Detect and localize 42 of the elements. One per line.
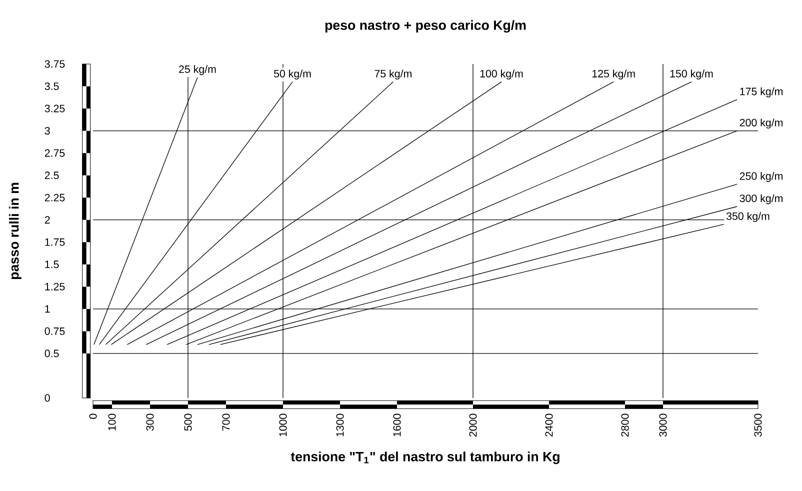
series-label: 50 kg/m bbox=[274, 70, 311, 80]
y-tick-label: 3 bbox=[44, 127, 50, 135]
y-tick-label: 2.25 bbox=[44, 194, 65, 202]
x-tick-label: 2000 bbox=[469, 414, 477, 437]
y-tick-label: 1.5 bbox=[45, 260, 59, 268]
x-tick-label: 1600 bbox=[393, 414, 401, 436]
y-tick-label: 1.25 bbox=[45, 282, 65, 290]
y-tick-label: 0.75 bbox=[44, 327, 65, 335]
y-tick-label: 0.5 bbox=[44, 350, 59, 358]
x-tick-label: 700 bbox=[222, 414, 230, 431]
y-tick-label: 3.5 bbox=[44, 82, 59, 90]
text: tensione "T$_{1}$" del nastro sul tamburo in Kg bbox=[290, 452, 560, 464]
x-tick-label: 0 bbox=[89, 414, 97, 419]
y-tick-label: 1 bbox=[45, 305, 50, 313]
x-tick-label: 2400 bbox=[545, 414, 553, 437]
series-label: 175 kg/m bbox=[740, 87, 783, 98]
y-tick-label: 3.75 bbox=[44, 60, 65, 68]
series-label: 25 kg/m bbox=[179, 65, 216, 76]
y-tick-label: 2.75 bbox=[44, 149, 65, 157]
series-label: 125 kg/m bbox=[592, 70, 635, 80]
x-tick-label: 300 bbox=[146, 414, 154, 431]
x-tick-label: 1000 bbox=[279, 414, 287, 436]
x-tick-label: 3500 bbox=[754, 414, 762, 437]
x-tick-label: 3000 bbox=[659, 414, 667, 437]
y-tick-label: 2.5 bbox=[44, 172, 59, 180]
series-label: 100 kg/m bbox=[480, 70, 523, 80]
y-axis-title: passo rulli in m bbox=[8, 182, 22, 280]
x-tick-label: 1300 bbox=[336, 414, 344, 436]
series-label: 150 kg/m bbox=[670, 70, 713, 80]
y-tick-label: 1.75 bbox=[45, 238, 65, 246]
chart-title: peso nastro + peso carico Kg/m bbox=[325, 20, 526, 33]
y-tick-label: 0 bbox=[44, 394, 50, 402]
series-label: 250 kg/m bbox=[740, 172, 783, 182]
y-tick-label: 3.25 bbox=[44, 104, 65, 112]
x-tick-label: 500 bbox=[184, 414, 192, 431]
y-tick-label: 2 bbox=[44, 216, 50, 224]
series-label: 200 kg/m bbox=[740, 118, 783, 129]
series-label: 75 kg/m bbox=[374, 70, 412, 80]
series-label: 300 kg/m bbox=[740, 194, 783, 204]
series-label: 350 kg/m bbox=[726, 212, 770, 222]
x-tick-label: 100 bbox=[108, 414, 116, 430]
x-tick-label: 2800 bbox=[621, 414, 629, 437]
